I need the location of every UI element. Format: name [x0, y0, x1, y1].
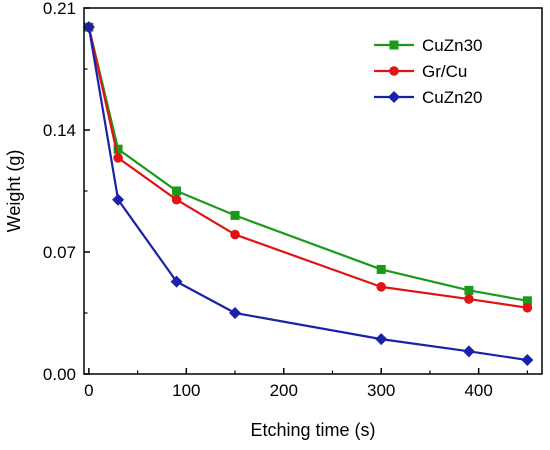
data-point	[464, 285, 474, 295]
axes: 0.00 0.07 0.14 0.21 0 100 200 300 400	[43, 0, 528, 400]
legend-item: CuZn20	[374, 88, 482, 107]
data-point	[522, 296, 532, 306]
y-tick-label: 0.21	[43, 0, 76, 18]
legend-item: Gr/Cu	[374, 62, 467, 81]
data-point	[376, 264, 386, 274]
y-tick-label: 0.00	[43, 365, 76, 384]
x-tick-label: 200	[270, 381, 298, 400]
data-point	[522, 302, 533, 313]
data-point	[230, 229, 240, 240]
data-point	[229, 307, 242, 319]
data-point	[375, 333, 388, 346]
y-tick-label: 0.07	[43, 243, 76, 262]
x-tick-label: 100	[172, 381, 200, 400]
x-tick-label: 0	[84, 381, 93, 400]
data-point	[113, 144, 123, 154]
plot-series	[82, 21, 534, 367]
plot-frame	[83, 7, 543, 375]
legend-item: CuZn30	[374, 36, 482, 55]
x-axis-label: Etching time (s)	[250, 420, 375, 440]
legend-label: CuZn20	[422, 88, 482, 107]
x-tick-label: 300	[367, 381, 395, 400]
y-axis-label: Weight (g)	[4, 150, 24, 233]
legend-label: Gr/Cu	[422, 62, 467, 81]
data-point	[82, 21, 95, 34]
data-point	[376, 282, 387, 292]
legend-marker	[388, 91, 400, 103]
data-point	[113, 153, 123, 163]
y-tick-label: 0.14	[43, 121, 76, 140]
data-point	[170, 275, 183, 288]
data-point	[521, 354, 534, 367]
data-point	[171, 194, 182, 205]
legend: CuZn30 Gr/Cu CuZn20	[374, 36, 482, 107]
data-point	[464, 294, 474, 304]
x-tick-label: 400	[464, 381, 492, 400]
legend-label: CuZn30	[422, 36, 482, 55]
data-point	[462, 345, 475, 358]
data-point	[230, 210, 240, 220]
legend-marker	[389, 40, 399, 50]
data-point	[172, 186, 182, 196]
legend-marker	[389, 66, 399, 76]
series-CuZn20	[82, 21, 534, 367]
data-point	[112, 193, 125, 206]
